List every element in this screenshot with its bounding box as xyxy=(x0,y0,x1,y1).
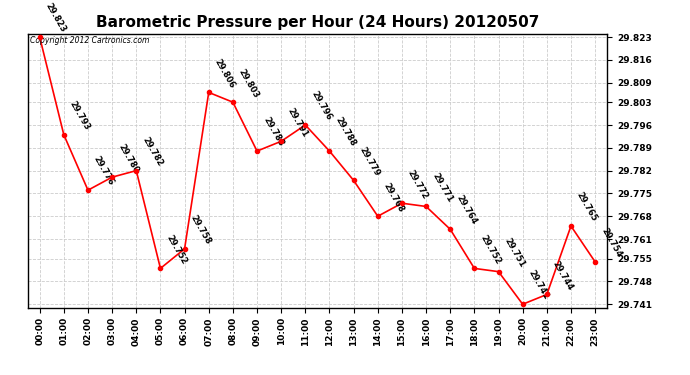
Text: 29.776: 29.776 xyxy=(92,155,116,188)
Text: 29.793: 29.793 xyxy=(68,100,92,132)
Text: Copyright 2012 Cartronics.com: Copyright 2012 Cartronics.com xyxy=(30,36,150,45)
Text: 29.806: 29.806 xyxy=(213,57,237,90)
Text: 29.744: 29.744 xyxy=(551,259,575,292)
Text: 29.765: 29.765 xyxy=(575,191,599,223)
Text: 29.752: 29.752 xyxy=(165,233,188,266)
Text: 29.788: 29.788 xyxy=(262,116,285,148)
Text: 29.772: 29.772 xyxy=(406,168,430,200)
Text: 29.758: 29.758 xyxy=(189,214,213,246)
Text: 29.803: 29.803 xyxy=(237,67,261,99)
Text: 29.780: 29.780 xyxy=(117,142,140,174)
Text: 29.771: 29.771 xyxy=(431,171,454,204)
Text: 29.751: 29.751 xyxy=(503,236,526,269)
Text: 29.796: 29.796 xyxy=(310,90,333,122)
Text: 29.741: 29.741 xyxy=(527,269,551,302)
Text: 29.752: 29.752 xyxy=(479,233,502,266)
Text: 29.782: 29.782 xyxy=(141,135,164,168)
Text: 29.779: 29.779 xyxy=(358,145,382,178)
Title: Barometric Pressure per Hour (24 Hours) 20120507: Barometric Pressure per Hour (24 Hours) … xyxy=(96,15,539,30)
Text: 29.823: 29.823 xyxy=(44,2,68,34)
Text: 29.788: 29.788 xyxy=(334,116,357,148)
Text: 29.791: 29.791 xyxy=(286,106,309,138)
Text: 29.768: 29.768 xyxy=(382,181,406,213)
Text: 29.754: 29.754 xyxy=(600,226,623,259)
Text: 29.764: 29.764 xyxy=(455,194,478,226)
